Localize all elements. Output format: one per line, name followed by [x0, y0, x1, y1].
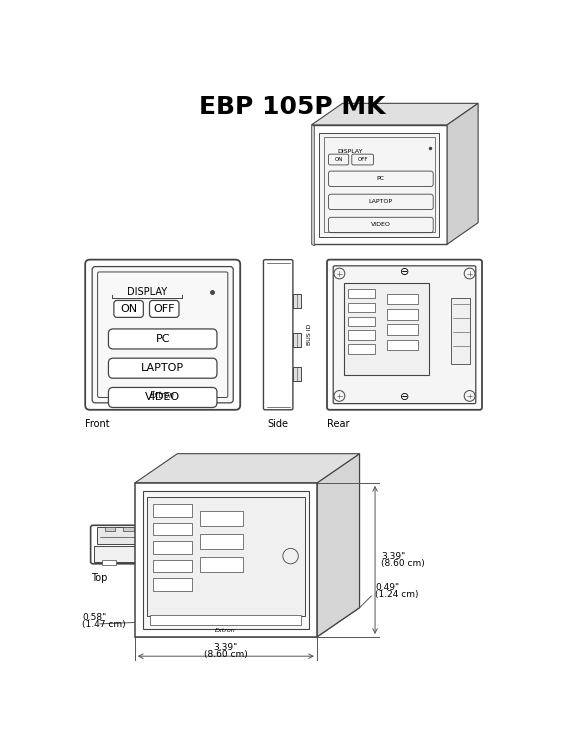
Text: Extron: Extron: [215, 628, 236, 633]
Polygon shape: [135, 608, 360, 637]
Text: (8.60 cm): (8.60 cm): [381, 559, 425, 569]
Text: ⊖: ⊖: [400, 393, 409, 402]
Bar: [200, 534, 242, 549]
Bar: [386, 293, 418, 305]
Bar: [200, 557, 242, 572]
Bar: [93, 547, 231, 562]
FancyBboxPatch shape: [114, 301, 143, 317]
Polygon shape: [311, 103, 478, 125]
Bar: [348, 289, 375, 298]
Bar: [293, 294, 300, 308]
Polygon shape: [311, 125, 447, 244]
Bar: [344, 283, 429, 375]
FancyBboxPatch shape: [91, 526, 234, 564]
Bar: [179, 527, 190, 532]
Bar: [293, 333, 300, 347]
Bar: [142, 527, 153, 532]
Text: PC: PC: [376, 176, 385, 181]
Text: 3.39": 3.39": [213, 642, 238, 651]
FancyBboxPatch shape: [333, 265, 476, 404]
Bar: [142, 490, 309, 629]
Text: Top: Top: [91, 573, 107, 583]
Text: LAPTOP: LAPTOP: [141, 363, 184, 373]
Polygon shape: [135, 483, 317, 637]
Bar: [104, 527, 115, 532]
Text: (1.24 cm): (1.24 cm): [375, 590, 418, 599]
Polygon shape: [447, 103, 478, 244]
Text: PC: PC: [156, 334, 170, 344]
Bar: [451, 298, 470, 363]
Text: OFF: OFF: [357, 157, 368, 162]
FancyBboxPatch shape: [92, 266, 233, 403]
Bar: [324, 137, 435, 232]
Text: VIDEO: VIDEO: [145, 393, 180, 402]
Text: (1.47 cm): (1.47 cm): [82, 620, 126, 629]
Text: ON: ON: [335, 157, 343, 162]
Text: Rear: Rear: [327, 419, 349, 429]
Text: BUS ID: BUS ID: [307, 323, 312, 345]
FancyBboxPatch shape: [108, 387, 217, 408]
Bar: [123, 527, 134, 532]
Bar: [348, 344, 375, 353]
Bar: [319, 132, 439, 237]
FancyBboxPatch shape: [327, 259, 482, 410]
Text: LAPTOP: LAPTOP: [368, 199, 393, 205]
Text: DISPLAY: DISPLAY: [337, 149, 363, 153]
Bar: [198, 527, 209, 532]
FancyBboxPatch shape: [85, 259, 240, 410]
Bar: [102, 560, 116, 566]
Bar: [293, 368, 300, 381]
Polygon shape: [317, 453, 360, 637]
Bar: [153, 541, 192, 553]
Bar: [153, 523, 192, 535]
FancyBboxPatch shape: [108, 329, 217, 349]
Text: 0.58": 0.58": [82, 614, 107, 623]
Bar: [348, 317, 375, 326]
Polygon shape: [135, 453, 360, 483]
Bar: [348, 330, 375, 340]
Text: 0.49": 0.49": [375, 584, 399, 593]
Text: VIDEO: VIDEO: [370, 223, 390, 228]
Text: Extron: Extron: [150, 392, 175, 400]
Bar: [153, 578, 192, 591]
Bar: [386, 340, 418, 350]
Text: OFF: OFF: [153, 304, 175, 314]
Text: ⊖: ⊖: [400, 267, 409, 277]
Text: EBP 105P MK: EBP 105P MK: [199, 96, 385, 119]
Bar: [160, 527, 171, 532]
Bar: [348, 303, 375, 312]
Bar: [153, 560, 192, 572]
Bar: [153, 505, 192, 517]
Bar: [200, 511, 242, 526]
Text: Front: Front: [85, 419, 110, 429]
Text: (8.60 cm): (8.60 cm): [203, 650, 247, 660]
FancyBboxPatch shape: [108, 358, 217, 378]
Text: Side: Side: [268, 419, 288, 429]
Bar: [150, 615, 302, 625]
Text: ON: ON: [120, 304, 137, 314]
Bar: [147, 497, 304, 616]
Bar: [386, 324, 418, 335]
Text: 3.39": 3.39": [381, 551, 405, 560]
Polygon shape: [311, 125, 315, 246]
Bar: [154, 561, 170, 567]
Bar: [386, 309, 418, 320]
Bar: [97, 527, 228, 544]
Text: DISPLAY: DISPLAY: [127, 287, 167, 297]
FancyBboxPatch shape: [263, 259, 293, 410]
FancyBboxPatch shape: [149, 301, 179, 317]
